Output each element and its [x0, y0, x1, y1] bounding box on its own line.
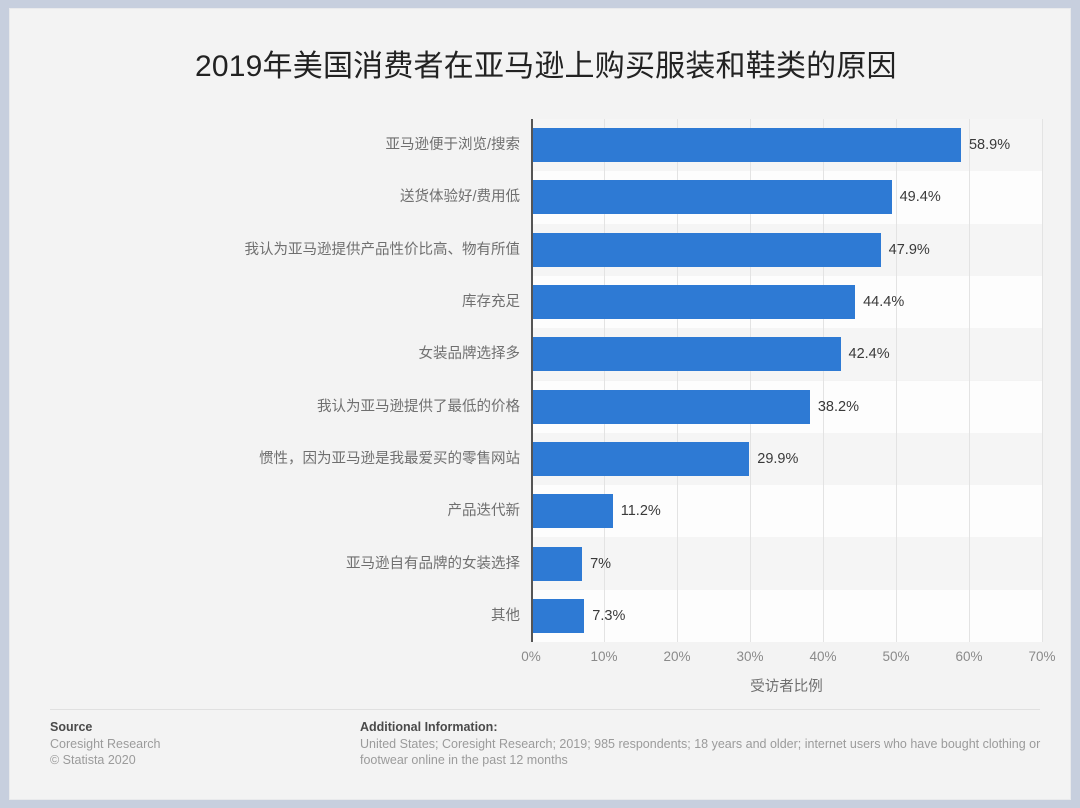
x-axis-tick-label: 30%: [736, 649, 764, 664]
x-axis-tick-label: 70%: [1028, 649, 1056, 664]
bar-value-label: 38.2%: [817, 398, 859, 415]
additional-information-text: United States; Coresight Research; 2019;…: [360, 737, 1041, 767]
bar-value-label: 58.9%: [968, 137, 1011, 154]
category-label: 送货体验好/费用低: [399, 189, 520, 206]
additional-information-heading: Additional Information:: [360, 720, 498, 734]
bar[interactable]: [531, 441, 750, 476]
x-axis-tick-label: 50%: [882, 649, 910, 664]
plot-row-band: [531, 589, 1042, 642]
source-copyright: © Statista 2020: [50, 753, 136, 767]
x-axis-tick-label: 10%: [590, 649, 618, 664]
bar[interactable]: [531, 337, 841, 372]
category-label: 亚马逊便于浏览/搜索: [385, 137, 520, 154]
bar[interactable]: [531, 494, 613, 529]
category-label: 亚马逊自有品牌的女装选择: [346, 555, 520, 572]
bar-value-label: 44.4%: [863, 294, 905, 311]
gridline: [896, 119, 897, 642]
x-axis-tick-label: 0%: [521, 649, 541, 664]
category-label: 其他: [491, 607, 520, 624]
bar-value-label: 49.4%: [899, 189, 941, 206]
plot-row-band: [531, 537, 1042, 590]
source-heading: Source: [50, 720, 93, 734]
gridline: [750, 119, 751, 642]
bar-value-label: 47.9%: [888, 241, 930, 258]
x-axis-tick-label: 20%: [663, 649, 691, 664]
footer-divider: [50, 709, 1040, 710]
category-label: 产品迭代新: [447, 503, 521, 520]
gridline: [604, 119, 605, 642]
plot-row-band: [531, 485, 1042, 538]
gridline: [969, 119, 970, 642]
source-block: Source Coresight Research © Statista 202…: [50, 719, 350, 768]
gridline: [1042, 119, 1043, 642]
source-name: Coresight Research: [50, 737, 161, 751]
category-axis-labels: 亚马逊便于浏览/搜索送货体验好/费用低我认为亚马逊提供产品性价比高、物有所值库存…: [50, 119, 521, 642]
category-label: 库存充足: [462, 294, 520, 311]
bar-value-label: 11.2%: [620, 503, 661, 520]
category-label: 惯性，因为亚马逊是我最爱买的零售网站: [259, 450, 520, 467]
bar[interactable]: [531, 285, 856, 320]
category-label: 我认为亚马逊提供了最低的价格: [317, 398, 520, 415]
bar-value-label: 7.3%: [592, 607, 626, 624]
bar-value-label: 29.9%: [757, 450, 799, 467]
bar[interactable]: [531, 546, 583, 581]
bar[interactable]: [531, 128, 961, 163]
x-axis-label: 受访者比例: [750, 679, 823, 695]
category-label: 女装品牌选择多: [418, 346, 521, 363]
value-axis-line: [531, 119, 533, 642]
chart-card: 2019年美国消费者在亚马逊上购买服装和鞋类的原因 亚马逊便于浏览/搜索送货体验…: [9, 8, 1071, 800]
plot-area: 58.9% 49.4% 47.9% 44.4% 42.4% 38.2% 29.9% 11.2%…: [531, 119, 1043, 642]
x-axis-ticks: 0% 10% 20% 30% 40% 50% 60% 70%: [521, 649, 1055, 669]
x-axis-tick-label: 40%: [809, 649, 837, 664]
gridline: [823, 119, 824, 642]
x-axis-tick-label: 60%: [955, 649, 983, 664]
bar[interactable]: [531, 598, 585, 633]
page-title: 2019年美国消费者在亚马逊上购买服装和鞋类的原因: [195, 50, 897, 83]
bar-value-label: 7%: [590, 555, 612, 572]
bar[interactable]: [531, 180, 892, 215]
bar-value-label: 42.4%: [848, 346, 890, 363]
bar[interactable]: [531, 232, 881, 267]
gridline: [677, 119, 678, 642]
bar[interactable]: [531, 389, 810, 424]
additional-information-block: Additional Information: United States; C…: [360, 719, 1050, 777]
category-label: 我认为亚马逊提供产品性价比高、物有所值: [244, 241, 521, 258]
